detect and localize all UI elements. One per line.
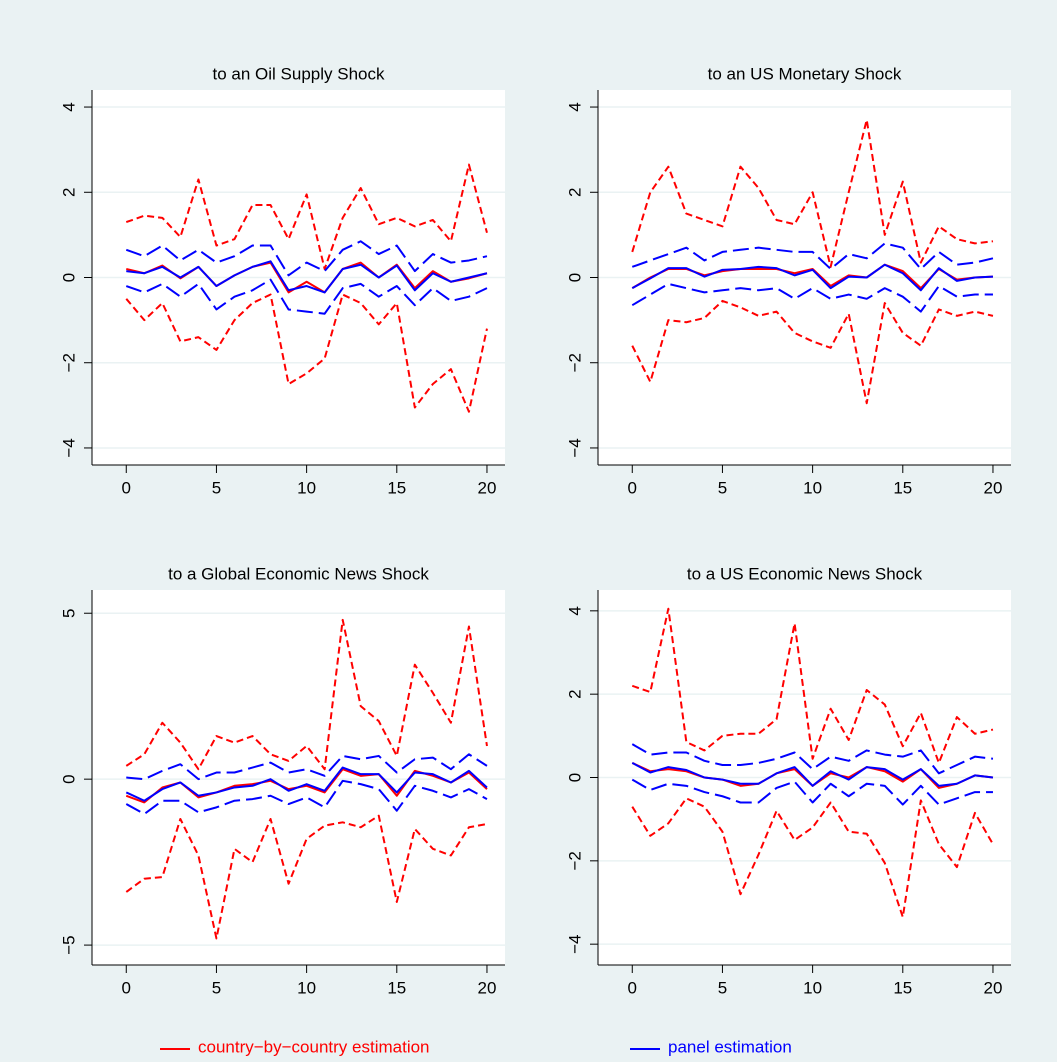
series-line <box>631 242 994 270</box>
series-line <box>631 282 993 313</box>
y-tick-label: 2 <box>565 188 584 197</box>
series-line <box>125 293 488 413</box>
series-line <box>631 299 994 405</box>
y-tick-label: 4 <box>565 102 584 111</box>
x-tick-label: 0 <box>628 978 637 997</box>
y-tick-label: 2 <box>59 188 78 197</box>
series-line <box>631 743 994 775</box>
x-tick-label: 0 <box>628 478 637 497</box>
series-line <box>125 163 488 270</box>
chart-title: to an US Monetary Shock <box>708 64 902 83</box>
x-tick-label: 15 <box>893 478 912 497</box>
series-line <box>631 118 994 268</box>
series-line <box>125 278 488 315</box>
series-line <box>125 766 488 802</box>
x-tick-label: 10 <box>803 478 822 497</box>
x-tick-label: 10 <box>297 478 316 497</box>
y-tick-label: 4 <box>59 102 78 111</box>
series-line <box>125 618 488 771</box>
y-tick-label: −4 <box>59 438 78 457</box>
x-tick-label: 20 <box>984 978 1003 997</box>
y-tick-label: 0 <box>59 774 78 783</box>
series-line <box>126 260 488 294</box>
series-line <box>631 263 994 292</box>
y-tick-label: −2 <box>565 353 584 372</box>
y-tick-label: −2 <box>565 851 584 870</box>
x-tick-label: 0 <box>122 978 131 997</box>
y-tick-label: −2 <box>59 353 78 372</box>
x-tick-label: 0 <box>122 478 131 497</box>
panel: to a US Economic News Shock −4 −2 0 2 4 0 5 10 15… <box>565 564 1011 997</box>
x-tick-label: 5 <box>718 478 727 497</box>
y-tick-label: 0 <box>59 273 78 282</box>
series-line <box>631 797 994 919</box>
series-line <box>631 778 993 806</box>
y-tick-label: 0 <box>565 273 584 282</box>
y-tick-label: 2 <box>565 689 584 698</box>
x-tick-label: 5 <box>718 978 727 997</box>
x-tick-label: 20 <box>478 978 497 997</box>
panel: to a Global Economic News Shock −5 0 5 0 5 10 1… <box>59 564 505 997</box>
series-line <box>631 762 994 787</box>
x-tick-label: 10 <box>297 978 316 997</box>
chart-title: to a US Economic News Shock <box>687 564 923 583</box>
chart-title: to an Oil Supply Shock <box>213 64 385 83</box>
y-tick-label: 4 <box>565 606 584 615</box>
x-tick-label: 10 <box>803 978 822 997</box>
series-line <box>125 779 488 815</box>
plot-area <box>92 590 505 965</box>
legend-label: panel estimation <box>668 1037 792 1056</box>
x-tick-label: 15 <box>387 978 406 997</box>
x-tick-label: 15 <box>893 978 912 997</box>
y-tick-label: 5 <box>59 608 78 617</box>
x-tick-label: 20 <box>478 478 497 497</box>
y-tick-label: −5 <box>59 935 78 954</box>
chart-title: to a Global Economic News Shock <box>168 564 429 583</box>
series-line <box>631 607 994 764</box>
y-tick-label: −4 <box>565 934 584 953</box>
y-tick-label: −4 <box>565 438 584 457</box>
series-line <box>125 814 488 940</box>
y-tick-label: 0 <box>565 773 584 782</box>
x-tick-label: 15 <box>387 478 406 497</box>
series-line <box>126 753 488 781</box>
panel: to an Oil Supply Shock −4 −2 0 2 4 0 5 10 15 20 <box>59 64 505 497</box>
panel: to an US Monetary Shock −4 −2 0 2 4 0 5 10 15 20 <box>565 64 1011 497</box>
legend-label: country−by−country estimation <box>198 1037 430 1056</box>
x-tick-label: 5 <box>212 478 221 497</box>
x-tick-label: 5 <box>212 978 221 997</box>
x-tick-label: 20 <box>984 478 1003 497</box>
series-line <box>125 240 488 277</box>
